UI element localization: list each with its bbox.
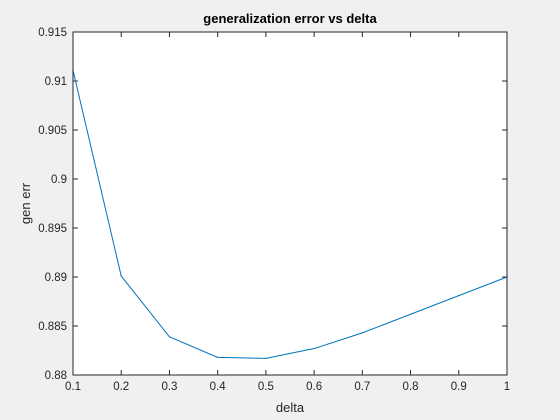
y-tick-label: 0.915 <box>38 27 67 39</box>
y-tick-label: 0.89 <box>45 272 67 284</box>
data-point <box>168 336 171 338</box>
y-tick-label: 0.885 <box>38 321 67 333</box>
data-point <box>217 356 219 358</box>
y-tick-label: 0.88 <box>45 370 67 382</box>
y-axis-label: gen err <box>18 182 33 224</box>
series-layer <box>72 69 508 359</box>
data-point <box>409 313 412 315</box>
y-axis-ticks: 0.88 0.885 0.89 0.895 0.9 0.905 0.91 0.915 <box>38 27 507 382</box>
x-tick-label: 0.2 <box>113 381 129 393</box>
x-axis-ticks: 0.1 0.2 0.3 0.4 0.5 0.6 0.7 0.8 0.9 1 <box>65 32 510 393</box>
x-tick-label: 0.9 <box>451 381 467 393</box>
y-tick-label: 0.9 <box>51 174 67 186</box>
data-point <box>313 347 315 350</box>
x-tick-label: 1 <box>504 381 510 393</box>
x-tick-label: 0.4 <box>210 381 227 393</box>
data-point <box>361 332 363 334</box>
data-point <box>265 357 267 359</box>
series-line <box>72 70 508 359</box>
axes-box <box>72 31 508 376</box>
y-tick-label: 0.91 <box>45 76 67 88</box>
y-tick-label: 0.895 <box>38 223 67 235</box>
plot-area <box>73 32 507 375</box>
x-tick-label: 0.8 <box>403 381 419 393</box>
x-tick-label: 0.1 <box>65 381 81 393</box>
chart-title: generalization error vs delta <box>203 11 377 26</box>
data-point <box>120 275 122 277</box>
x-tick-label: 0.3 <box>161 381 177 393</box>
x-tick-label: 0.7 <box>354 381 370 393</box>
x-axis-label: delta <box>276 400 305 415</box>
data-point <box>458 295 460 297</box>
x-tick-label: 0.5 <box>258 381 274 393</box>
x-tick-label: 0.6 <box>306 381 322 393</box>
y-tick-label: 0.905 <box>38 125 67 137</box>
